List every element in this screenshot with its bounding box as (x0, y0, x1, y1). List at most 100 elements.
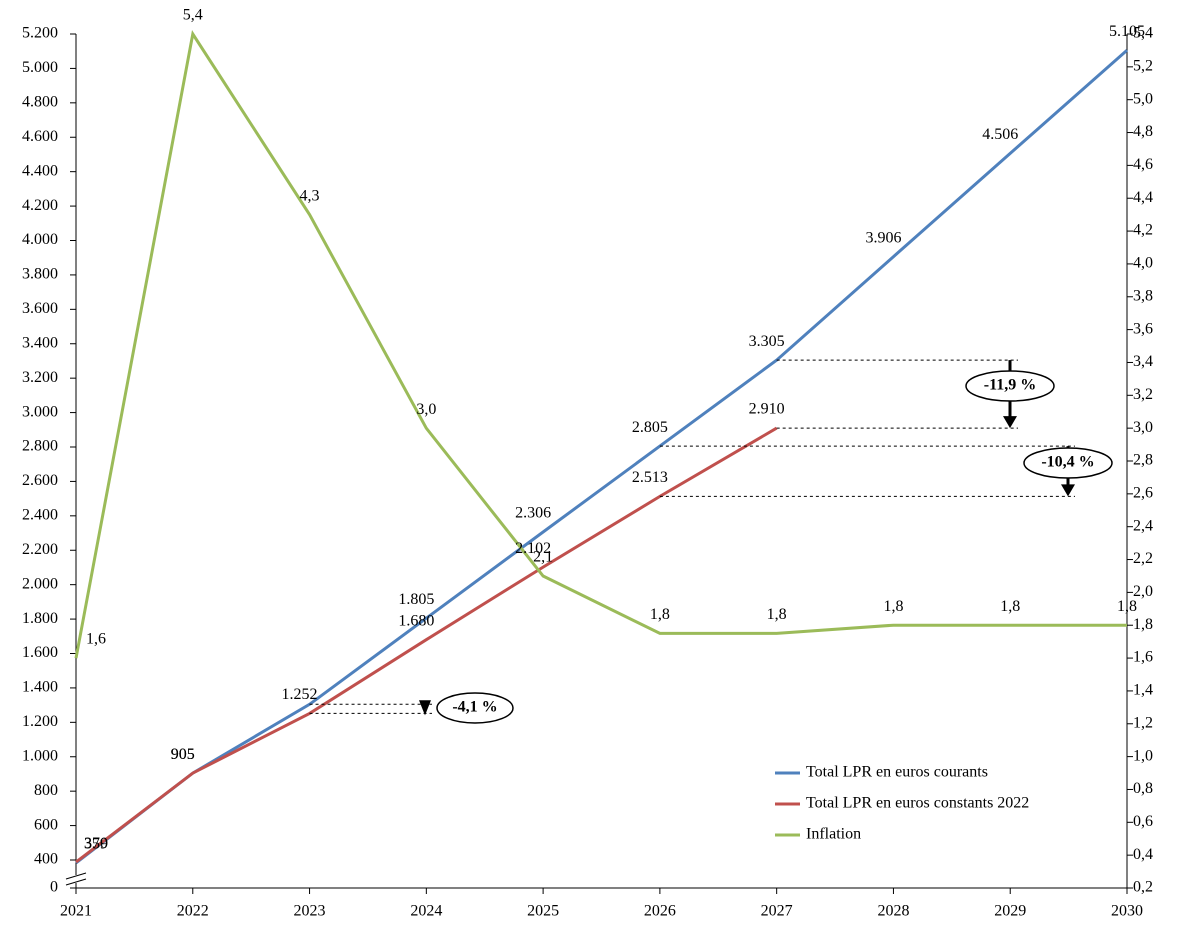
y2-tick-label: 5,0 (1133, 90, 1153, 107)
y-tick-label: 4.000 (22, 231, 58, 248)
value-label: 2.910 (749, 401, 785, 418)
x-tick-label: 2022 (177, 903, 209, 920)
y-tick-label: 5.000 (22, 59, 58, 76)
y-tick-label: 1.400 (22, 679, 58, 696)
annotation-arrow (1061, 484, 1075, 497)
value-label: 4,3 (300, 187, 320, 204)
y-tick-label: 3.600 (22, 300, 58, 317)
y2-tick-label: 2,4 (1133, 517, 1153, 534)
axis-break (65, 878, 87, 886)
y-tick-label: 1.200 (22, 713, 58, 730)
y2-tick-label: 3,8 (1133, 287, 1153, 304)
y2-tick-label: 5,4 (1133, 25, 1153, 42)
y2-tick-label: 1,2 (1133, 714, 1153, 731)
x-tick-label: 2028 (877, 903, 909, 920)
value-label: 1,8 (1000, 598, 1020, 615)
value-label: 1.680 (398, 612, 434, 629)
y2-tick-label: 2,2 (1133, 550, 1153, 567)
value-label: 370 (84, 835, 108, 852)
value-label: 3,0 (416, 401, 436, 418)
value-label: 1,8 (883, 598, 903, 615)
value-label: 905 (171, 746, 195, 763)
y-tick-label: 800 (34, 782, 58, 799)
annotation: -11,9 % (984, 377, 1036, 394)
annotation-bubble (965, 370, 1055, 402)
y2-tick-label: 4,6 (1133, 156, 1153, 173)
x-tick-label: 2023 (294, 903, 326, 920)
y2-tick-label: 2,8 (1133, 452, 1153, 469)
y-tick-label: 4.800 (22, 94, 58, 111)
y-tick-label: 4.600 (22, 128, 58, 145)
value-label: 2.513 (632, 469, 668, 486)
value-label: 2.306 (515, 505, 551, 522)
annotation-bubble (1023, 447, 1113, 479)
x-tick-label: 2030 (1111, 903, 1143, 920)
y2-tick-label: 4,2 (1133, 222, 1153, 239)
series-line (75, 49, 1128, 865)
y-tick-label: 600 (34, 816, 58, 833)
annotation-arrow (419, 700, 431, 716)
y2-tick-label: 2,0 (1133, 583, 1153, 600)
series-line (75, 426, 778, 864)
y2-tick-label: 2,6 (1133, 485, 1153, 502)
y2-tick-label: 0,2 (1133, 879, 1153, 896)
y-tick-label: 2.200 (22, 541, 58, 558)
value-label: 359 (84, 836, 108, 853)
value-label: 1,6 (86, 631, 106, 648)
legend-label: Total LPR en euros courants (806, 764, 988, 781)
y-tick-label: 0 (50, 879, 58, 896)
annotation-arrow (1003, 416, 1017, 429)
legend-label: Total LPR en euros constants 2022 (806, 795, 1029, 812)
value-label: 2.102 (515, 540, 551, 557)
x-tick-label: 2025 (527, 903, 559, 920)
y2-tick-label: 1,8 (1133, 616, 1153, 633)
value-label: 1.252 (282, 686, 318, 703)
y2-tick-label: 1,6 (1133, 649, 1153, 666)
value-label: 2,1 (533, 549, 553, 566)
x-tick-label: 2021 (60, 903, 92, 920)
y2-tick-label: 4,4 (1133, 189, 1153, 206)
value-label: 2.805 (632, 419, 668, 436)
y2-tick-label: 3,6 (1133, 320, 1153, 337)
annotation-bubble (436, 692, 514, 724)
y2-tick-label: 0,8 (1133, 780, 1153, 797)
y2-tick-label: 1,0 (1133, 747, 1153, 764)
value-label: 1.805 (398, 591, 434, 608)
x-tick-label: 2027 (761, 903, 793, 920)
y-tick-label: 1.800 (22, 610, 58, 627)
value-label: 905 (171, 746, 195, 763)
value-label: 3.906 (865, 229, 901, 246)
y2-tick-label: 4,8 (1133, 123, 1153, 140)
y2-tick-label: 5,2 (1133, 58, 1153, 75)
y2-tick-label: 1,4 (1133, 682, 1153, 699)
y-tick-label: 5.200 (22, 25, 58, 42)
value-label: 1,8 (767, 606, 787, 623)
y-tick-label: 3.800 (22, 266, 58, 283)
series-line (74, 30, 1127, 659)
x-tick-label: 2029 (994, 903, 1026, 920)
y-tick-label: 3.000 (22, 403, 58, 420)
axis-break (65, 872, 87, 880)
y-tick-label: 1.000 (22, 747, 58, 764)
y2-tick-label: 3,2 (1133, 386, 1153, 403)
axis-break-gap (68, 875, 84, 883)
x-tick-label: 2024 (410, 903, 442, 920)
y-tick-label: 2.400 (22, 507, 58, 524)
x-tick-label: 2026 (644, 903, 676, 920)
y-tick-label: 3.200 (22, 369, 58, 386)
y-tick-label: 3.400 (22, 334, 58, 351)
value-label: 3.305 (749, 333, 785, 350)
y-tick-label: 2.000 (22, 575, 58, 592)
value-label: 5,4 (183, 7, 203, 24)
y2-tick-label: 3,0 (1133, 419, 1153, 436)
y2-tick-label: 0,4 (1133, 846, 1153, 863)
annotation: -10,4 % (1041, 454, 1094, 471)
value-label: 4.506 (982, 126, 1018, 143)
y2-tick-label: 3,4 (1133, 353, 1153, 370)
y-tick-label: 2.800 (22, 438, 58, 455)
y2-tick-label: 4,0 (1133, 255, 1153, 272)
y-tick-label: 2.600 (22, 472, 58, 489)
value-label: 5.105 (1109, 23, 1145, 40)
y-tick-label: 4.200 (22, 197, 58, 214)
